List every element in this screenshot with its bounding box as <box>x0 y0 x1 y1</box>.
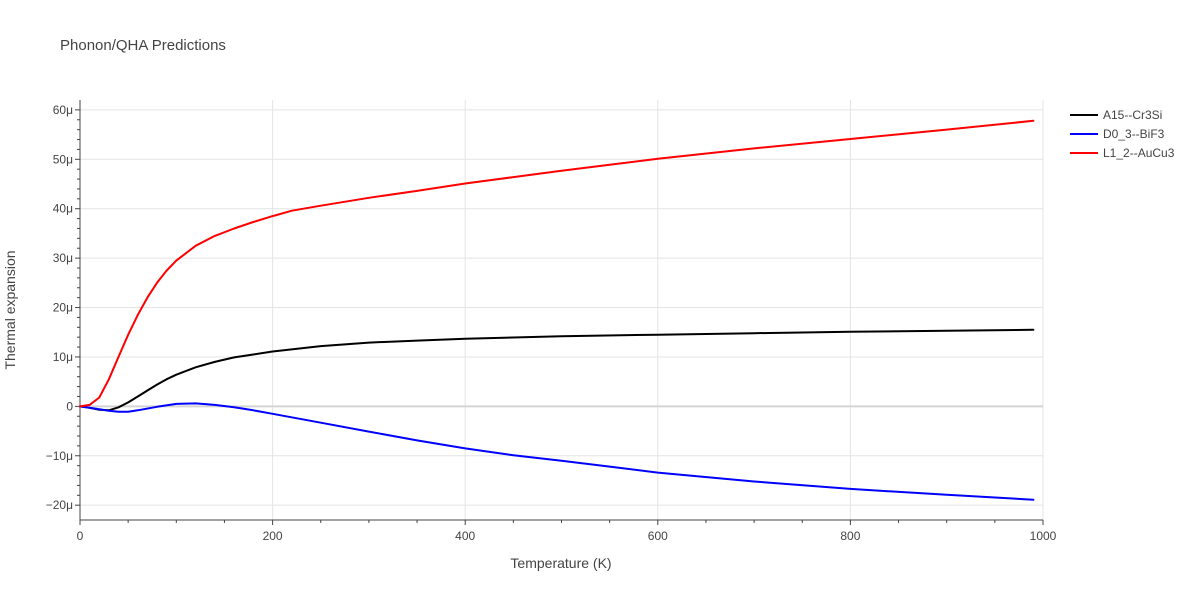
x-axis-title: Temperature (K) <box>510 555 611 571</box>
series-lines <box>79 119 1035 501</box>
y-tick-label: −20μ <box>46 498 73 512</box>
series-line-2 <box>79 119 1035 408</box>
chart-title: Phonon/QHA Predictions <box>60 37 226 54</box>
x-tick-label: 200 <box>263 529 283 543</box>
grid <box>80 100 1044 520</box>
x-tick-label: 600 <box>648 529 668 543</box>
y-tick-label: 0 <box>66 399 73 413</box>
y-axis-ticks: −20μ −10μ 0 10μ 20μ 30μ 40μ 50μ 60μ <box>46 103 80 512</box>
series-line-0 <box>79 328 1035 412</box>
x-tick-label: 1000 <box>1030 529 1057 543</box>
x-axis-ticks: 0 200 400 600 800 1000 <box>77 520 1057 543</box>
y-tick-label: −10μ <box>46 449 73 463</box>
y-tick-label: 50μ <box>53 152 73 166</box>
legend-item[interactable]: A15--Cr3Si <box>1070 108 1162 122</box>
x-tick-label: 0 <box>77 529 84 543</box>
y-tick-label: 30μ <box>53 251 73 265</box>
y-tick-label: 20μ <box>53 301 73 315</box>
legend-item[interactable]: L1_2--AuCu3 <box>1070 146 1175 160</box>
y-tick-label: 10μ <box>53 350 73 364</box>
legend-item[interactable]: D0_3--BiF3 <box>1070 127 1165 141</box>
legend-label: D0_3--BiF3 <box>1103 127 1165 141</box>
x-tick-label: 800 <box>840 529 860 543</box>
y-tick-label: 40μ <box>53 202 73 216</box>
x-tick-label: 400 <box>455 529 475 543</box>
y-axis-title: Thermal expansion <box>2 250 18 369</box>
legend-label: A15--Cr3Si <box>1103 108 1162 122</box>
y-tick-label: 60μ <box>53 103 73 117</box>
legend-label: L1_2--AuCu3 <box>1103 146 1175 160</box>
legend: A15--Cr3Si D0_3--BiF3 L1_2--AuCu3 <box>1070 108 1175 160</box>
series-line-1 <box>79 402 1035 501</box>
